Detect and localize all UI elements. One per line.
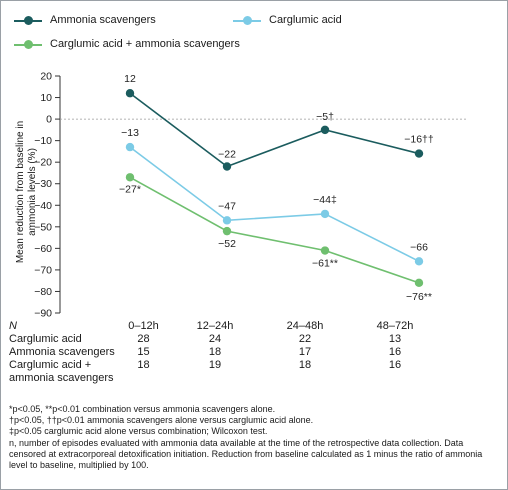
data-point-combination xyxy=(320,246,330,255)
y-tick-label: −20 xyxy=(34,157,52,169)
n-col-48-72h: 48–72h xyxy=(376,320,414,332)
y-tick-label: 20 xyxy=(40,71,52,83)
footnotes: *p<0.05, **p<0.01 combination versus amm… xyxy=(9,404,499,471)
y-tick-label: 10 xyxy=(40,92,52,104)
y-tick-label: −70 xyxy=(34,264,52,276)
n-table-row-combination: Carglumic acid + 18 19 18 16 xyxy=(9,359,440,372)
data-point-carglumic xyxy=(414,257,424,266)
legend-item-combination: Carglumic acid + ammonia scavengers xyxy=(14,38,240,50)
n-cell: 28 xyxy=(137,333,150,345)
n-table-row-combination-cont: ammonia scavengers xyxy=(9,372,440,385)
n-cell: 24 xyxy=(208,333,222,345)
n-table-row-ammonia: Ammonia scavengers 15 18 17 16 xyxy=(9,346,440,359)
data-label-ammonia: −5† xyxy=(316,111,334,123)
y-tick-label: −60 xyxy=(34,243,52,255)
footnote: n, number of episodes evaluated with amm… xyxy=(9,437,483,471)
n-table-header-row: N 0–12h 12–24h 24–48h 48–72h xyxy=(9,320,440,333)
series-line-carglumic xyxy=(129,146,420,263)
data-label-carglumic: −44‡ xyxy=(313,194,337,206)
data-label-carglumic: −66 xyxy=(410,241,428,253)
y-tick-label: −50 xyxy=(34,221,52,233)
data-label-carglumic: −47 xyxy=(218,200,236,212)
legend-item-ammonia: Ammonia scavengers xyxy=(14,14,156,26)
footnote: ‡p<0.05 carglumic acid alone versus comb… xyxy=(9,426,268,437)
n-cell: 16 xyxy=(388,346,402,358)
legend-swatch-carglumic xyxy=(233,15,261,26)
series-line-ammonia xyxy=(129,92,420,168)
n-cell: 16 xyxy=(388,359,402,371)
legend-swatch-combination xyxy=(14,39,42,50)
legend-label-ammonia: Ammonia scavengers xyxy=(50,14,156,26)
y-tick-label: −30 xyxy=(34,178,52,190)
data-point-combination xyxy=(125,173,135,182)
legend-label-combination: Carglumic acid + ammonia scavengers xyxy=(50,38,240,50)
data-point-ammonia xyxy=(125,89,135,98)
y-tick-label: 0 xyxy=(46,114,52,126)
legend-item-carglumic: Carglumic acid xyxy=(233,14,342,26)
data-label-ammonia: −22 xyxy=(218,148,236,160)
y-tick-label: −90 xyxy=(34,308,52,320)
footnote: †p<0.05, ††p<0.01 ammonia scavengers alo… xyxy=(9,415,314,426)
data-point-combination xyxy=(222,226,232,236)
data-label-carglumic: −13 xyxy=(121,127,139,139)
n-cell: 18 xyxy=(208,346,222,358)
data-label-combination: −76** xyxy=(406,291,432,303)
n-cell: 15 xyxy=(137,346,150,358)
n-row-label: Carglumic acid + xyxy=(9,359,92,371)
n-cell: 19 xyxy=(208,359,222,371)
n-table: N 0–12h 12–24h 24–48h 48–72h Carglumic a… xyxy=(9,320,440,385)
data-label-combination: −27* xyxy=(119,183,141,195)
n-cell: 18 xyxy=(137,359,150,371)
n-col-24-48h: 24–48h xyxy=(286,320,324,332)
n-cell: 18 xyxy=(298,359,312,371)
n-row-label-cont: ammonia scavengers xyxy=(9,372,114,384)
y-tick-label: −10 xyxy=(34,135,52,147)
footnote: *p<0.05, **p<0.01 combination versus amm… xyxy=(9,404,276,414)
legend-swatch-ammonia xyxy=(14,15,42,26)
data-label-ammonia: 12 xyxy=(124,73,136,85)
data-label-combination: −52 xyxy=(218,238,236,250)
n-cell: 13 xyxy=(388,333,402,345)
n-row-label: Ammonia scavengers xyxy=(9,346,115,358)
series-line-combination xyxy=(129,176,420,284)
n-col-12-24h: 12–24h xyxy=(196,320,234,332)
data-label-combination: −61** xyxy=(312,258,338,270)
data-point-ammonia xyxy=(320,125,330,135)
data-point-carglumic xyxy=(320,209,330,219)
y-tick-label: −80 xyxy=(34,286,52,298)
data-point-carglumic xyxy=(222,216,232,225)
line-chart: 20 10 0 −10 −20 −30 −40 −50 −60 −70 −80 −90 12 −22 −5†… xyxy=(34,71,468,320)
n-header: N xyxy=(9,320,17,332)
data-point-ammonia xyxy=(222,162,232,171)
data-point-ammonia xyxy=(414,149,424,158)
n-col-0-12h: 0–12h xyxy=(128,320,159,332)
legend-label-carglumic: Carglumic acid xyxy=(269,14,342,26)
n-row-label: Carglumic acid xyxy=(9,333,82,345)
data-point-combination xyxy=(414,278,424,288)
n-table-row-carglumic: Carglumic acid 28 24 22 13 xyxy=(9,333,440,346)
n-cell: 17 xyxy=(298,346,312,358)
data-label-ammonia: −16†† xyxy=(404,134,434,146)
n-cell: 22 xyxy=(298,333,312,345)
data-point-carglumic xyxy=(125,142,135,152)
y-tick-label: −40 xyxy=(34,200,52,212)
